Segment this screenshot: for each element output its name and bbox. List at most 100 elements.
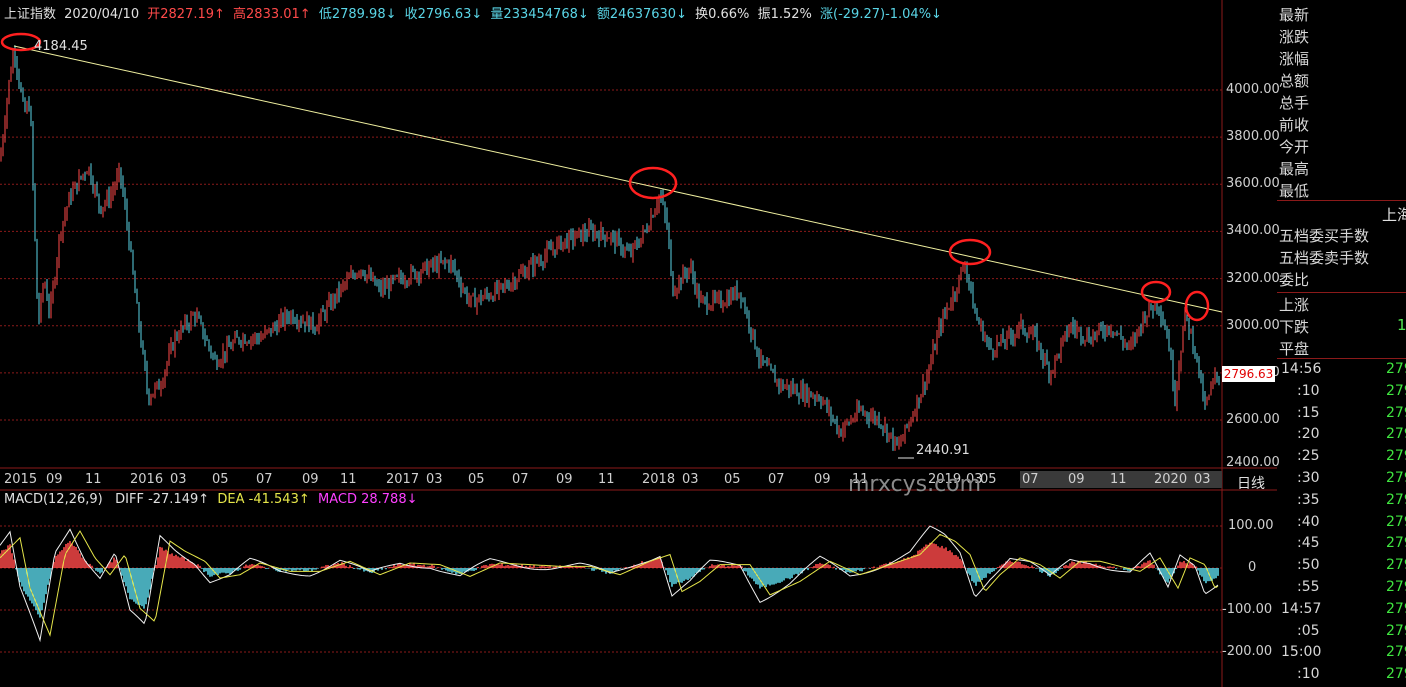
time-label: 11: [852, 472, 869, 487]
tick-time: :55: [1297, 579, 1320, 595]
time-label: 07: [256, 472, 273, 487]
time-label: 2017: [386, 472, 420, 487]
tick-price: 279: [1386, 361, 1406, 377]
time-label: 03: [426, 472, 443, 487]
time-label: 11: [1110, 472, 1127, 487]
highlight-circle: [1184, 290, 1210, 322]
tick-price: 279: [1386, 491, 1406, 508]
tick-time: :25: [1297, 448, 1320, 465]
time-label: 05: [980, 472, 997, 487]
header-volume: 量233454768↓: [490, 7, 589, 22]
price-label: 4000.00: [1226, 82, 1280, 97]
tick-time: 14:57: [1281, 600, 1322, 617]
macd-diff: DIFF -27.149↑: [115, 492, 210, 507]
header-date: 2020/04/10: [64, 7, 140, 22]
time-label: 07: [768, 472, 785, 487]
last-price-tag: 2796.63: [1222, 366, 1275, 382]
price-label: 3400.00: [1226, 223, 1280, 239]
tick-price: 279: [1386, 557, 1406, 574]
time-label: 11: [598, 472, 615, 487]
info-panel: 最新 涨跌 涨幅 总额 总手 前收 今开 最高 最低 上海 五档委买手数 五档委卖手数 委比 上涨下…: [1277, 0, 1406, 687]
panel-label: 上涨: [1279, 296, 1310, 314]
time-label: 2020: [1154, 472, 1188, 487]
macd-header: MACD(12,26,9) DIFF -27.149↑ DEA -41.543↑…: [4, 492, 418, 507]
macd-axis-label: 100.00: [1228, 518, 1274, 533]
header-amplitude: 振1.52%: [757, 7, 812, 22]
panel-label: 总额: [1279, 72, 1310, 90]
tick-time: :35: [1297, 491, 1320, 508]
panel-label: 五档委卖手数: [1279, 249, 1370, 267]
tick-price: 279: [1386, 579, 1406, 595]
tick-price: 279: [1386, 382, 1406, 399]
time-label: 11: [340, 472, 357, 487]
header-change: 涨(-29.27)-1.04%↓: [820, 7, 942, 22]
price-label: 2600.00: [1226, 412, 1280, 427]
tick-time: :05: [1297, 622, 1320, 639]
tick-price: 279: [1386, 622, 1406, 639]
panel-right-value: 1: [1397, 316, 1406, 334]
price-label: 3800.00: [1226, 129, 1280, 145]
tick-time: :10: [1297, 666, 1320, 683]
tick-price: 279: [1386, 426, 1406, 443]
highlight-circle: [1140, 280, 1172, 304]
header-amount: 额24637630↓: [596, 7, 687, 22]
highlight-circle: [628, 166, 678, 200]
tick-time: :50: [1297, 557, 1320, 574]
price-label: 3200.00: [1226, 270, 1280, 286]
tick-price: 279: [1386, 666, 1406, 683]
panel-label: 平盘: [1279, 340, 1310, 358]
time-label: 2019: [928, 472, 962, 487]
panel-label: 前收: [1279, 116, 1310, 134]
macd-dea: DEA -41.543↑: [217, 492, 310, 507]
time-label: 09: [302, 472, 319, 487]
time-label: 2015: [4, 472, 38, 487]
panel-label: 委比: [1279, 271, 1310, 289]
time-label: 05: [212, 472, 229, 487]
tick-price: 279: [1386, 448, 1406, 465]
time-label: 05: [724, 472, 741, 487]
tick-time: :45: [1297, 535, 1320, 552]
watermark: mrxcys.com: [848, 472, 982, 497]
panel-label: 今开: [1279, 138, 1310, 156]
panel-label: 涨幅: [1279, 50, 1310, 68]
time-label: 03: [682, 472, 699, 487]
index-name: 上证指数: [4, 7, 57, 22]
stock-header: 上证指数 2020/04/10 开2827.19↑ 高2833.01↑ 低278…: [4, 3, 946, 22]
panel-label: 涨跌: [1279, 28, 1310, 46]
panel-label: 最低: [1279, 182, 1310, 200]
time-label: 09: [814, 472, 831, 487]
price-label: 3000.00: [1226, 317, 1280, 333]
time-label: 2016: [130, 472, 164, 487]
time-label: 03: [1194, 472, 1211, 487]
tick-time: :30: [1297, 470, 1320, 486]
panel-label: 下跌: [1279, 318, 1310, 336]
period-button[interactable]: 日线: [1237, 476, 1265, 492]
panel-label: 最高: [1279, 160, 1310, 178]
tick-time: :40: [1297, 513, 1320, 530]
market-label: 上海: [1382, 206, 1406, 224]
price-label: 2400.00: [1226, 455, 1280, 470]
diff-line: [0, 525, 1219, 643]
dea-line: [0, 530, 1219, 637]
time-label: 09: [46, 472, 63, 487]
macd-axis-label: 0: [1248, 560, 1257, 575]
time-label: 05: [468, 472, 485, 487]
macd-value: MACD 28.788↓: [318, 492, 418, 507]
trendline: [13, 45, 1223, 313]
time-label: 09: [1068, 472, 1085, 487]
time-label: 07: [1022, 472, 1039, 487]
tick-price: 279: [1386, 644, 1406, 661]
header-turnover: 换0.66%: [695, 7, 750, 22]
time-label: 2018: [642, 472, 676, 487]
tick-price: 279: [1386, 404, 1406, 421]
tick-price: 279: [1386, 600, 1406, 617]
kline-chart[interactable]: [0, 0, 1277, 687]
tick-time: :15: [1297, 404, 1320, 421]
panel-label: 总手: [1279, 94, 1310, 112]
low-annotation: 2440.91: [916, 443, 970, 458]
macd-axis-label: -200.00: [1222, 644, 1273, 659]
time-label: 03: [170, 472, 187, 487]
tick-price: 279: [1386, 535, 1406, 552]
header-low: 低2789.98↓: [318, 7, 397, 22]
highlight-circle: [0, 32, 42, 52]
